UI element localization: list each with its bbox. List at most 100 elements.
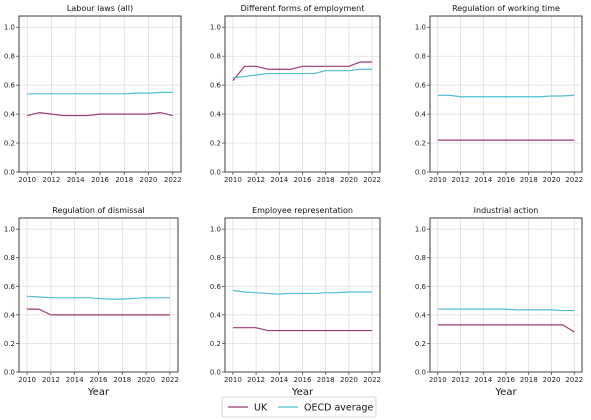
y-tick-label: 0.4 (4, 311, 16, 319)
series-line-oecd-average (232, 68, 373, 79)
x-tick-label: 2016 (497, 376, 515, 384)
chart-panel: 0.0 0.2 0.4 0.6 0.8 1.0 2010 2012 2014 2016 2018 20… (4, 206, 179, 398)
y-tick-label: 1.0 (4, 226, 15, 234)
chart-title: Different forms of employment (241, 4, 365, 13)
x-tick-label: 2022 (565, 376, 583, 384)
y-tick-label: 0.0 (4, 169, 15, 177)
x-tick-label: 2010 (18, 376, 36, 384)
series-line-uk (437, 324, 575, 333)
x-tick-label: 2016 (294, 176, 312, 184)
y-tick-label: 0.0 (415, 169, 426, 177)
legend-label: UK (254, 403, 268, 414)
y-tick-label: 0.6 (4, 283, 16, 291)
x-tick-label: 2022 (565, 176, 583, 184)
x-tick-label: 2012 (247, 176, 265, 184)
chart-panel: 0.0 0.2 0.4 0.6 0.8 1.0 2010 2012 2014 2016 2018 20… (4, 4, 182, 184)
x-tick-label: 2020 (340, 176, 358, 184)
series-line-oecd-average (27, 295, 170, 300)
x-tick-label: 2020 (137, 376, 155, 384)
x-axis-label: Year (291, 387, 314, 398)
y-tick-label: 0.8 (4, 254, 15, 262)
charts-layer: 0.0 0.2 0.4 0.6 0.8 1.0 2010 2012 2014 2016 2018 20… (4, 4, 583, 398)
y-tick-label: 0.8 (210, 254, 221, 262)
chart-panel: 0.0 0.2 0.4 0.6 0.8 1.0 2010 2012 2014 2016 2018 20… (415, 4, 583, 184)
plot-border (224, 217, 381, 373)
y-tick-label: 0.6 (4, 82, 16, 90)
plot-border (18, 217, 179, 373)
x-tick-label: 2010 (429, 376, 447, 384)
legend-box (221, 396, 377, 418)
x-tick-label: 2018 (113, 376, 131, 384)
x-tick-label: 2022 (363, 176, 381, 184)
y-tick-label: 0.6 (210, 82, 222, 90)
x-tick-label: 2012 (247, 376, 265, 384)
x-tick-label: 2018 (520, 176, 538, 184)
legend: UK OECD average (221, 396, 377, 418)
plot-border (18, 15, 182, 173)
series-line-uk (232, 61, 373, 82)
series-line-uk (232, 327, 373, 332)
series-line-oecd-average (437, 308, 575, 312)
y-tick-label: 0.2 (210, 140, 221, 148)
x-tick-label: 2016 (91, 176, 109, 184)
y-tick-label: 0.8 (4, 53, 15, 61)
x-tick-label: 2010 (224, 376, 242, 384)
y-tick-label: 0.6 (415, 283, 427, 291)
x-tick-label: 2016 (294, 376, 312, 384)
x-tick-label: 2016 (90, 376, 108, 384)
plot-border (429, 217, 583, 373)
y-tick-label: 0.0 (210, 169, 221, 177)
y-tick-label: 0.4 (4, 111, 16, 119)
y-tick-label: 0.4 (210, 111, 222, 119)
legend-label: OECD average (304, 403, 373, 414)
x-tick-label: 2010 (18, 176, 36, 184)
y-tick-label: 1.0 (210, 226, 221, 234)
chart-title: Industrial action (474, 206, 539, 215)
x-tick-label: 2020 (543, 176, 561, 184)
x-tick-label: 2020 (140, 176, 158, 184)
x-tick-label: 2014 (67, 176, 85, 184)
y-tick-label: 0.0 (415, 369, 426, 377)
y-tick-label: 0.2 (415, 340, 426, 348)
y-tick-label: 0.2 (415, 140, 426, 148)
y-tick-label: 1.0 (415, 226, 426, 234)
chart-title: Regulation of working time (452, 4, 560, 13)
x-tick-label: 2010 (429, 176, 447, 184)
y-tick-label: 0.4 (415, 111, 427, 119)
x-tick-label: 2022 (164, 176, 182, 184)
y-tick-label: 0.2 (4, 340, 15, 348)
x-tick-label: 2014 (66, 376, 84, 384)
y-tick-label: 0.8 (210, 53, 221, 61)
x-tick-label: 2014 (270, 176, 288, 184)
y-tick-label: 0.0 (4, 369, 15, 377)
x-tick-label: 2014 (474, 176, 492, 184)
x-tick-label: 2018 (115, 176, 133, 184)
series-line-oecd-average (437, 94, 575, 98)
y-tick-label: 0.4 (415, 311, 427, 319)
series-line-uk (27, 308, 170, 316)
y-tick-label: 1.0 (415, 24, 426, 32)
x-tick-label: 2012 (43, 176, 61, 184)
y-tick-label: 0.2 (4, 140, 15, 148)
series-line-oecd-average (27, 91, 173, 95)
x-tick-label: 2020 (340, 376, 358, 384)
x-axis-label: Year (494, 387, 517, 398)
chart-title: Employee representation (252, 206, 353, 215)
y-tick-label: 0.8 (415, 53, 426, 61)
chart-panel: 0.0 0.2 0.4 0.6 0.8 1.0 2010 2012 2014 2016 2018 20… (210, 206, 381, 398)
series-line-uk (27, 112, 173, 117)
x-tick-label: 2020 (543, 376, 561, 384)
x-tick-label: 2012 (452, 176, 470, 184)
chart-panel: 0.0 0.2 0.4 0.6 0.8 1.0 2010 2012 2014 2016 2018 20… (415, 206, 583, 398)
x-tick-label: 2018 (317, 376, 335, 384)
x-tick-label: 2010 (224, 176, 242, 184)
x-tick-label: 2022 (161, 376, 179, 384)
x-tick-label: 2022 (363, 376, 381, 384)
x-tick-label: 2012 (452, 376, 470, 384)
y-tick-label: 0.0 (210, 369, 221, 377)
x-tick-label: 2014 (474, 376, 492, 384)
y-tick-label: 0.6 (210, 283, 222, 291)
y-tick-label: 0.6 (415, 82, 427, 90)
series-line-oecd-average (232, 289, 373, 295)
